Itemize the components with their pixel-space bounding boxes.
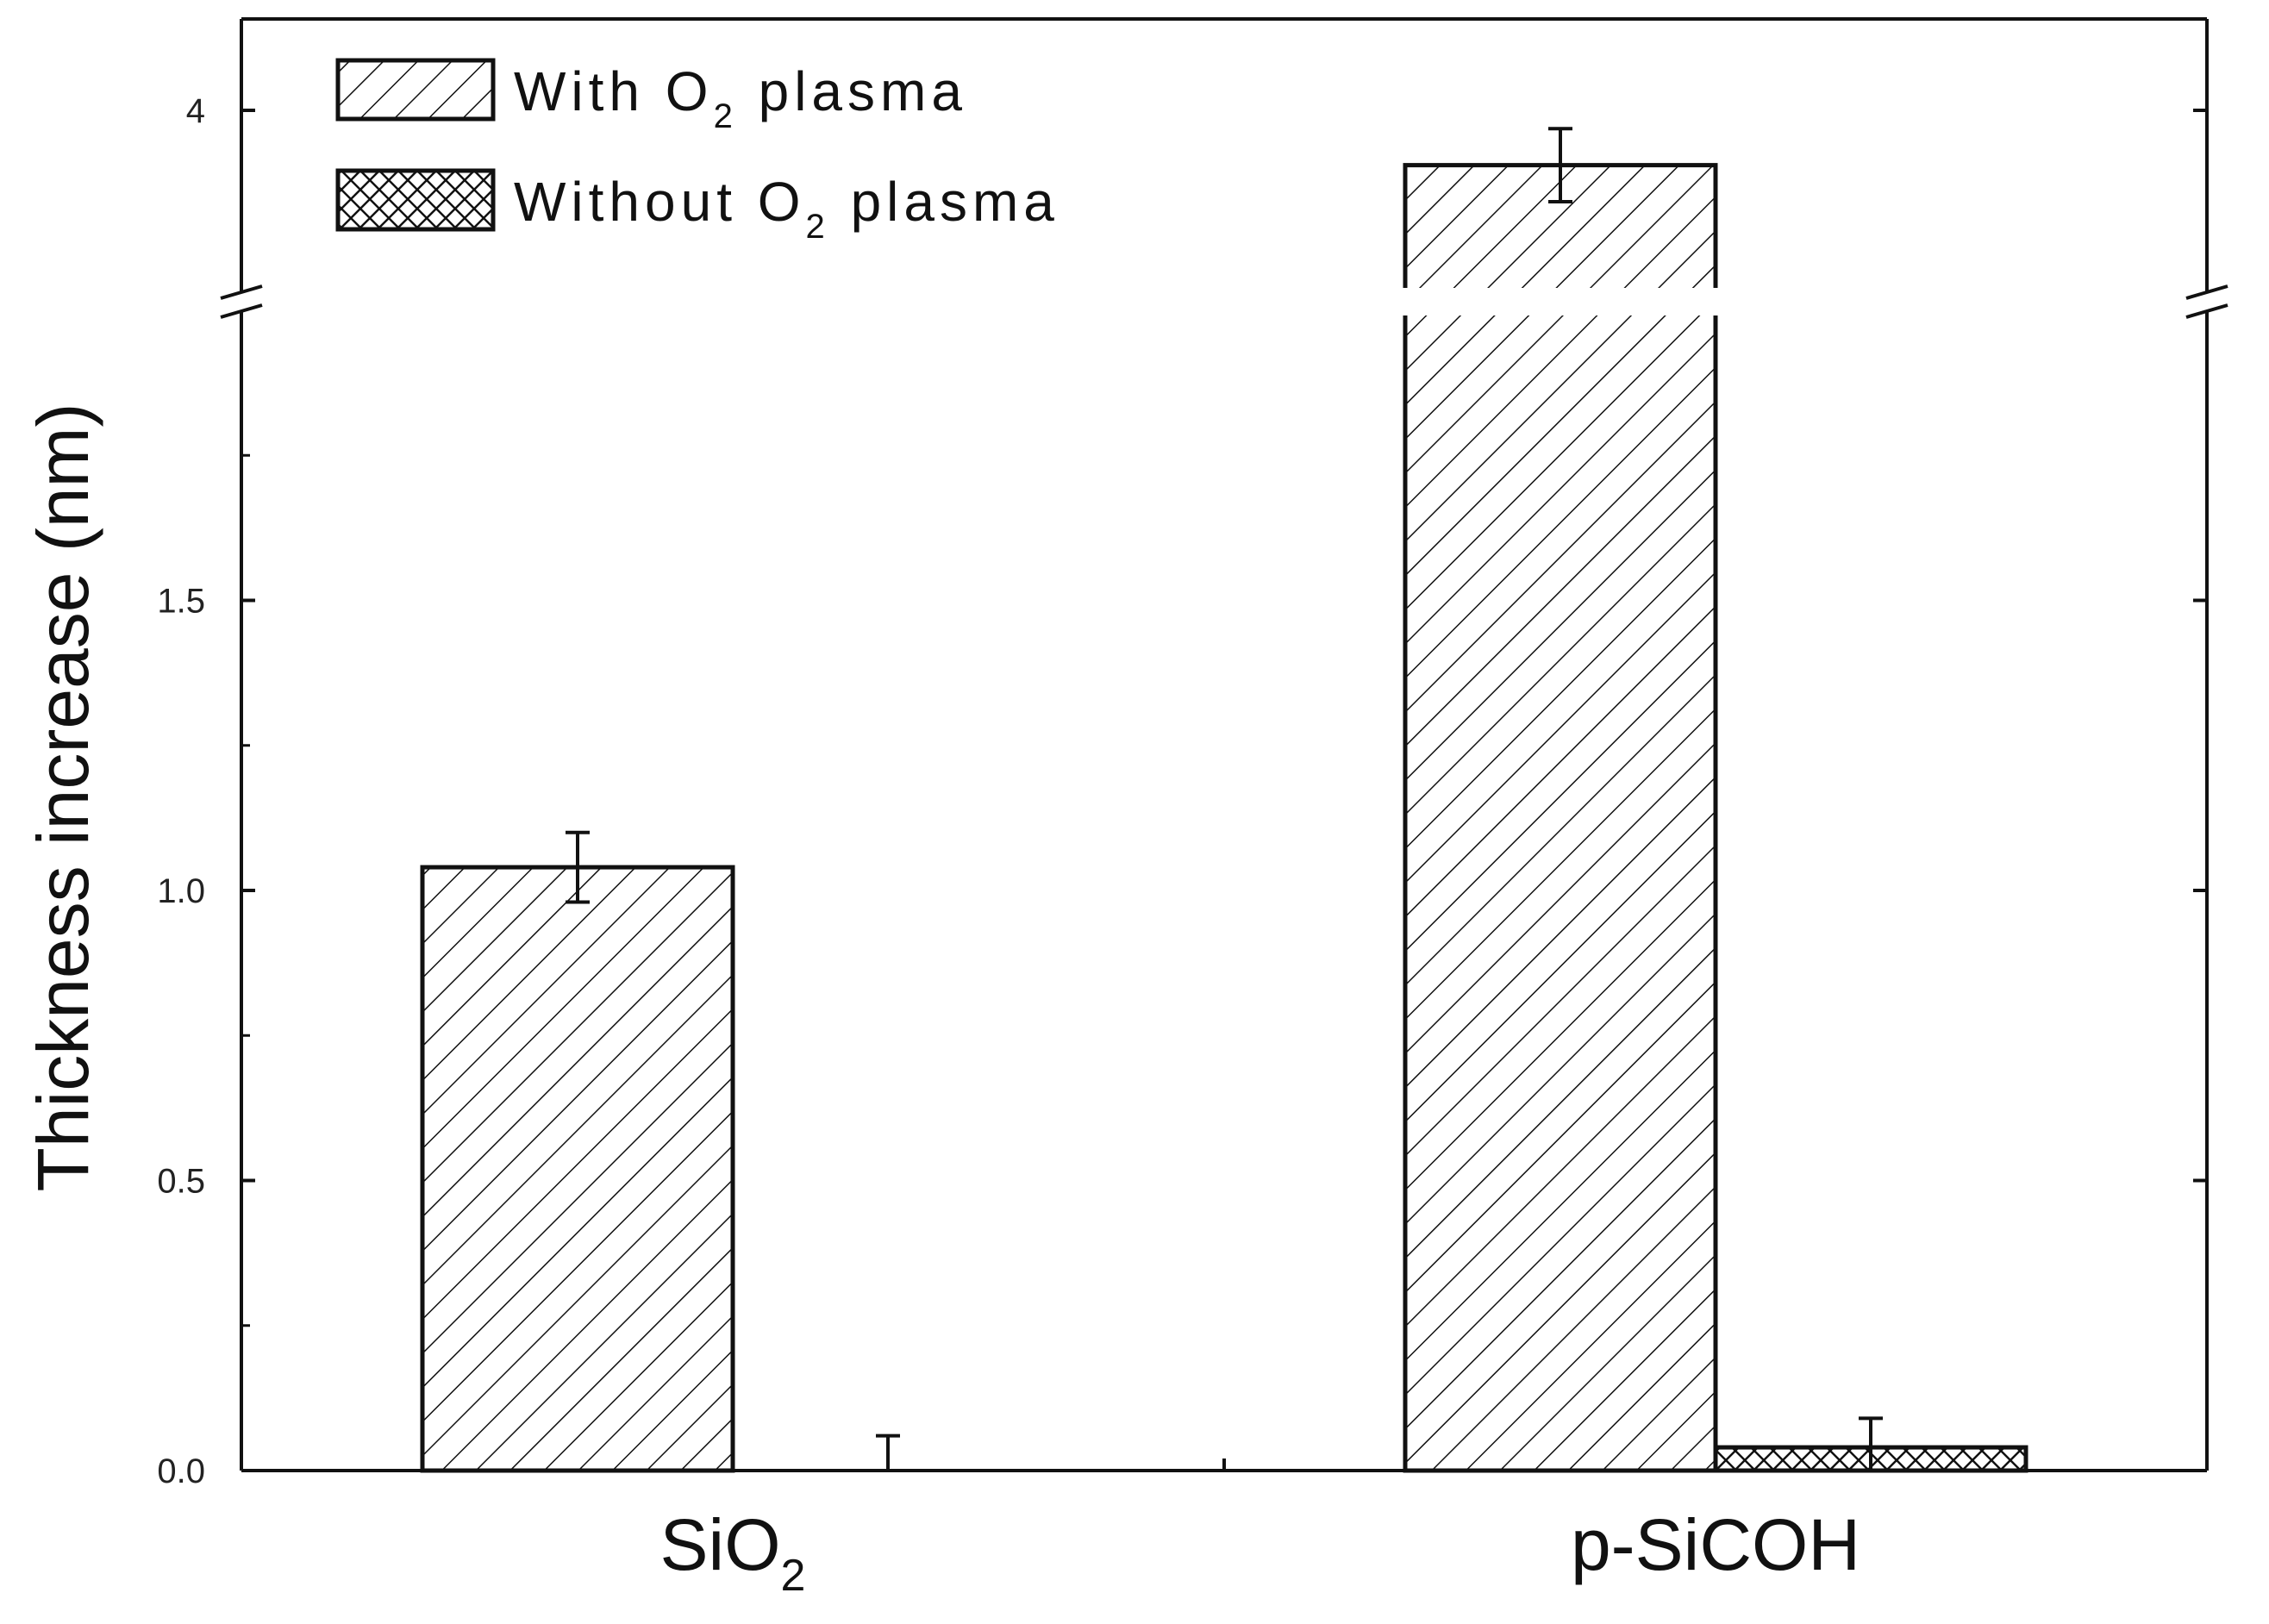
- legend: With O2 plasma Without O2 plasma: [335, 58, 1059, 246]
- y-tick-label: 1.0: [157, 872, 205, 910]
- axis-break-marks: [220, 284, 2228, 319]
- y-tick-label: 4: [186, 92, 205, 130]
- y-axis-label: Thickness increase (nm): [22, 403, 103, 1192]
- axis-break-gap: [2200, 291, 2214, 312]
- x-category-labels: SiO2 p-SiCOH: [660, 1504, 1861, 1601]
- axis-break-gap: [234, 291, 248, 312]
- legend-label: With O2 plasma: [514, 60, 967, 135]
- axis-break-slash: [220, 303, 263, 319]
- legend-swatch: [335, 168, 496, 232]
- legend-swatch: [335, 58, 496, 122]
- legend-label: Without O2 plasma: [514, 171, 1059, 246]
- y-tick-label: 0.5: [157, 1163, 205, 1201]
- axis-break-slash: [220, 284, 263, 300]
- bar: [1403, 163, 1718, 1473]
- bar: [420, 865, 735, 1473]
- x-category-label: p-SiCOH: [1571, 1504, 1860, 1585]
- bars: [420, 163, 2028, 1473]
- bar-break-gap: [1400, 288, 1721, 315]
- axis-break-slash: [2185, 303, 2228, 319]
- y-ticks: 0.0 0.5 1.0 1.5 4: [157, 92, 2207, 1490]
- axis-break-slash: [2185, 284, 2228, 300]
- error-bars: [566, 127, 1883, 1471]
- x-category-label: SiO2: [660, 1504, 806, 1601]
- y-tick-label: 1.5: [157, 583, 205, 621]
- y-tick-label: 0.0: [157, 1452, 205, 1490]
